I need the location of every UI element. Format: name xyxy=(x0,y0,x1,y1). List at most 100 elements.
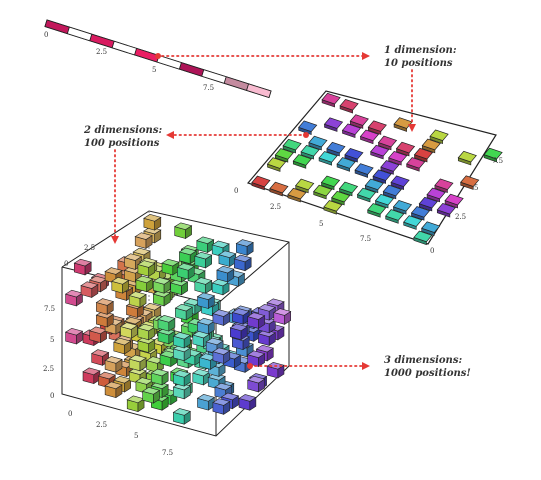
cube-cell xyxy=(128,291,147,308)
plane-right-tick-7-5: 7.5 xyxy=(492,157,503,165)
plane-cell xyxy=(457,150,477,166)
plane-cell xyxy=(410,206,431,221)
plane-cell xyxy=(274,148,294,163)
strip-cell xyxy=(178,62,205,77)
plane-cell xyxy=(483,147,503,163)
cube-cell xyxy=(172,370,192,387)
cube-cell xyxy=(183,349,202,366)
cube-cell xyxy=(212,309,231,326)
labels: 1 dimension: 10 positions 2 dimensions: … xyxy=(83,45,471,379)
cube-cell xyxy=(157,315,176,332)
plane-cell xyxy=(421,138,441,154)
cube-cell xyxy=(119,322,139,339)
cube-left-tick-5: 5 xyxy=(50,336,54,344)
plane-cell xyxy=(321,92,341,108)
cube-cell xyxy=(173,222,193,240)
cube-top-tick-2-5: 2.5 xyxy=(84,244,95,252)
plane-cell xyxy=(370,144,390,160)
plane-cell xyxy=(336,157,356,172)
plane-cell xyxy=(403,215,423,230)
one-dimension-label-line1: 1 dimension: xyxy=(384,45,457,56)
arrow-3-origin xyxy=(247,363,253,369)
plane-cell xyxy=(392,199,413,215)
strip-cell xyxy=(44,19,70,35)
plane-cell xyxy=(318,151,338,166)
cube-cell xyxy=(178,247,198,265)
plane-cell xyxy=(320,175,341,191)
cube-cell xyxy=(266,361,285,379)
cube-bottom-tick-7-5: 7.5 xyxy=(162,449,173,457)
plane-cell xyxy=(374,193,395,209)
plane-cell xyxy=(295,178,315,194)
cube-cell xyxy=(143,214,162,231)
three-dimension-label-line1: 3 dimensions: xyxy=(384,355,462,366)
strip-cell xyxy=(223,76,250,91)
cube-cell xyxy=(194,277,213,294)
plane-cell xyxy=(388,150,408,166)
cube-cell xyxy=(257,329,277,347)
plane-cell xyxy=(341,123,362,139)
plane-cell xyxy=(282,138,302,154)
plane-cells xyxy=(251,92,503,246)
cube-cell xyxy=(246,312,266,329)
cube-cell xyxy=(216,265,235,283)
strip-cell xyxy=(156,54,182,70)
cube-cell xyxy=(196,292,216,310)
cube-cell xyxy=(196,394,216,411)
strip-tick-0: 0 xyxy=(44,31,48,39)
cube-cell xyxy=(172,331,192,349)
plane-cell xyxy=(323,200,343,215)
plane-right-tick-0: 0 xyxy=(430,247,434,255)
cube-cell xyxy=(212,398,231,415)
cube-cell xyxy=(73,258,92,276)
plane-cell xyxy=(266,157,287,172)
cube-cell xyxy=(246,375,266,393)
plane-cell xyxy=(298,120,318,136)
plane-cell xyxy=(354,163,374,178)
cube-bottom-tick-2-5: 2.5 xyxy=(96,421,107,429)
arrow-2-origin xyxy=(303,132,309,138)
plane-cell xyxy=(308,135,328,151)
plane-cell xyxy=(323,117,344,132)
cube-cell xyxy=(161,258,180,276)
plane-cell xyxy=(385,209,405,224)
plane-cell xyxy=(421,221,441,236)
plane-cell xyxy=(331,190,351,206)
plane-cell xyxy=(434,178,454,194)
two-dimension-label-line1: 2 dimensions: xyxy=(83,125,162,136)
cube-left-tick-7-5: 7.5 xyxy=(44,305,55,313)
cube-cell xyxy=(113,337,132,355)
cube-cell xyxy=(169,278,189,296)
cube-cell xyxy=(152,277,171,294)
plane-cell xyxy=(251,175,271,191)
cube-cell xyxy=(134,232,153,249)
plane-cell xyxy=(426,187,446,203)
cube-cell xyxy=(212,347,231,365)
plane-cell xyxy=(367,120,387,135)
cube-cell xyxy=(135,275,154,293)
plane-front-tick-5: 5 xyxy=(319,220,323,228)
plane-cell xyxy=(444,193,464,209)
cube-top-tick-0: 0 xyxy=(64,260,68,268)
cube-cell xyxy=(231,333,250,351)
cube-cell xyxy=(64,289,84,307)
cube-bottom-tick-0: 0 xyxy=(68,410,72,418)
strip-tick-2-5: 2.5 xyxy=(96,48,107,56)
cube-cell xyxy=(111,277,130,294)
plane-cell xyxy=(413,147,434,163)
plane-cell xyxy=(395,141,416,157)
arrow-1-origin xyxy=(155,53,161,59)
cube-cell xyxy=(192,368,211,386)
plane-cell xyxy=(300,144,320,160)
strip-cell xyxy=(246,83,272,99)
cube-cell xyxy=(174,303,194,321)
plane-cell xyxy=(429,129,449,145)
three-dimension-label-line2: 1000 positions! xyxy=(384,368,471,379)
cube-cell xyxy=(229,323,248,341)
cube-cell xyxy=(82,367,101,385)
plane-front-tick-7-5: 7.5 xyxy=(360,235,371,243)
cube-cell xyxy=(141,387,161,404)
cube-cell xyxy=(88,326,108,344)
two-dimension-plane: 0 2.5 5 7.5 0 2.5 5 7.5 xyxy=(234,90,503,255)
plane-cell xyxy=(326,141,346,157)
